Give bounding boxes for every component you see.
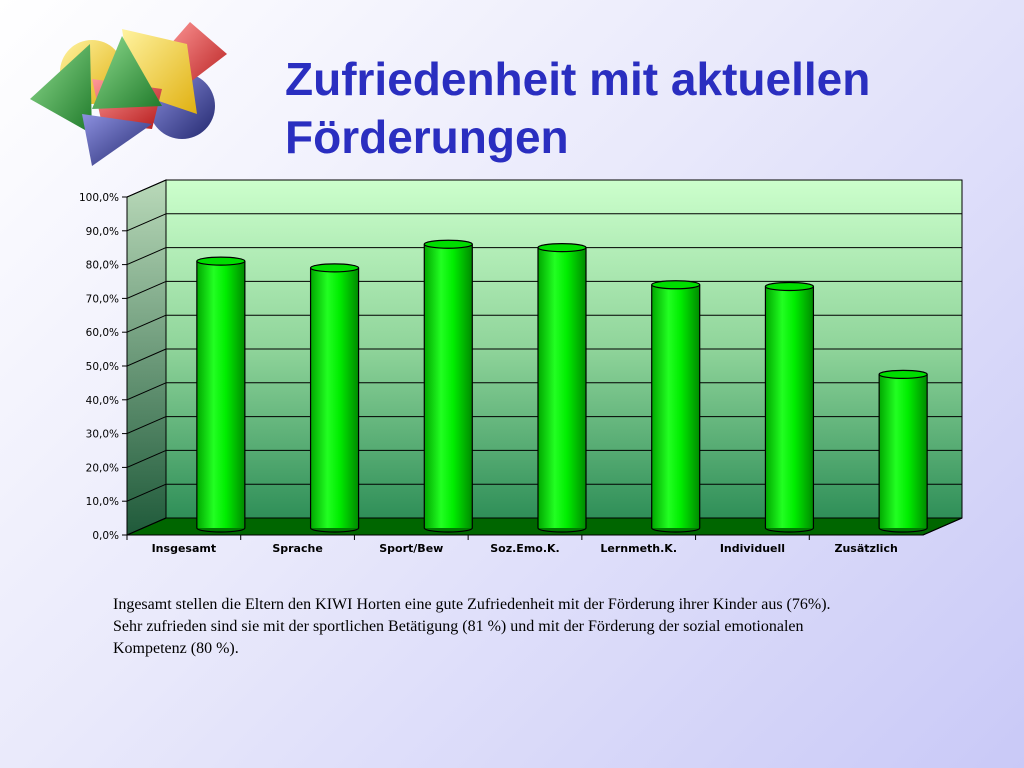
x-tick-label: Sport/Bew	[379, 542, 443, 555]
bar-body	[424, 244, 473, 528]
bar-top	[651, 280, 701, 290]
side-gridline	[126, 382, 167, 401]
side-gridline	[126, 213, 167, 232]
y-tick-label: 90,0%	[86, 226, 119, 238]
bar-outline	[196, 261, 246, 533]
bar-top	[878, 369, 928, 379]
bar-outline	[537, 247, 587, 533]
y-tick-label: 70,0%	[86, 293, 119, 305]
y-tick-label: 30,0%	[86, 429, 119, 441]
caption-line-1: Ingesamt stellen die Eltern den KIWI Hor…	[113, 596, 831, 613]
y-tick-label: 40,0%	[86, 395, 119, 407]
y-tick-label: 0,0%	[92, 530, 119, 542]
bar	[764, 281, 815, 533]
page-title-line-2: Förderungen	[285, 111, 569, 163]
side-gridline	[126, 247, 167, 266]
caption-line-3: Kompetenz (80 %).	[113, 640, 239, 657]
y-tick-label: 60,0%	[86, 327, 119, 339]
y-tick-label: 50,0%	[86, 361, 119, 373]
x-tick-label: Sprache	[272, 542, 322, 555]
green-triangle-shape	[92, 36, 162, 109]
side-gridline	[126, 483, 167, 502]
caption-text: Ingesamt stellen die Eltern den KIWI Hor…	[113, 594, 1018, 660]
x-tick-label: Zusätzlich	[834, 542, 897, 555]
bar-body	[538, 247, 586, 528]
bar	[651, 280, 701, 533]
y-tick-label: 10,0%	[86, 496, 119, 508]
bar-top	[423, 239, 473, 249]
page-title: Zufriedenheit mit aktuellen Förderungen	[285, 50, 985, 166]
bar-outline	[423, 244, 473, 533]
bar-chart: 0,0% 10,0% 20,0% 30,0% 40,0% 50,0% 60,0% 70,0% 8…	[79, 179, 963, 555]
side-gridline	[126, 314, 167, 333]
side-gridline	[126, 416, 167, 435]
bar	[878, 369, 928, 533]
x-tick-label: Soz.Emo.K.	[490, 542, 559, 555]
y-tick-label: 100,0%	[79, 192, 119, 204]
geometric-shapes-logo-icon	[30, 22, 227, 166]
bar-top	[196, 256, 246, 266]
bar-top	[537, 242, 587, 253]
bar-outline	[309, 267, 360, 533]
bar	[423, 239, 473, 533]
y-tick-label: 80,0%	[86, 260, 119, 272]
bar-body	[879, 374, 928, 528]
bar-top	[309, 263, 360, 273]
floor-edge	[922, 517, 963, 536]
bar	[196, 256, 246, 533]
bar	[537, 242, 587, 533]
x-tick-label: Individuell	[720, 542, 785, 555]
side-gridline	[126, 280, 167, 299]
blue-triangle-shape	[82, 114, 152, 166]
side-gridline	[126, 517, 167, 536]
green-left-triangle-shape	[30, 44, 92, 134]
bar-outline	[764, 286, 815, 533]
bar-body	[651, 284, 700, 528]
bar-body	[196, 261, 245, 528]
y-tick-label: 20,0%	[86, 462, 119, 474]
bar-outline	[651, 284, 701, 533]
side-gridline	[126, 348, 167, 367]
bar	[309, 263, 360, 533]
x-tick-label: Lernmeth.K.	[600, 542, 677, 555]
side-gridline	[126, 449, 167, 468]
bar-body	[765, 286, 814, 528]
caption-line-2: Sehr zufrieden sind sie mit der sportlic…	[113, 618, 804, 635]
bar-outline	[878, 374, 928, 533]
bar-top	[764, 281, 815, 292]
side-gridline	[126, 179, 167, 198]
page-title-line-1: Zufriedenheit mit aktuellen	[285, 53, 871, 105]
x-tick-label: Insgesamt	[152, 542, 217, 555]
bar-body	[310, 267, 359, 528]
